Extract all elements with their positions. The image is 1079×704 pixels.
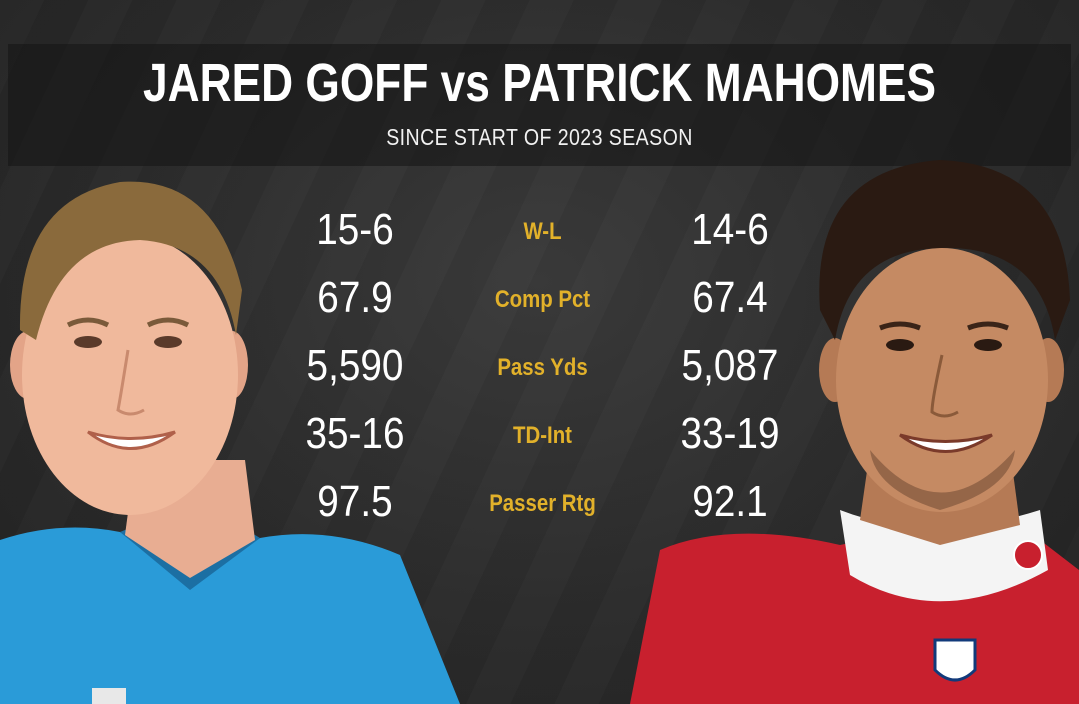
stat-row-passer-rtg: 97.5 Passer Rtg 92.1 (270, 477, 830, 537)
stat-label: Comp Pct (494, 286, 591, 313)
stat-label: TD-Int (513, 422, 572, 449)
stat-right-value: 5,087 (681, 341, 779, 390)
stat-left-value: 67.9 (317, 273, 393, 322)
page-title: JARED GOFF vs PATRICK MAHOMES (142, 53, 936, 113)
stat-right-value: 92.1 (692, 477, 768, 526)
stat-row-wl: 15-6 W-L 14-6 (270, 205, 830, 265)
stat-label: Pass Yds (497, 354, 588, 381)
stat-label: W-L (523, 218, 562, 245)
stat-row-td-int: 35-16 TD-Int 33-19 (270, 409, 830, 469)
stat-right-value: 67.4 (692, 273, 768, 322)
stat-row-pass-yds: 5,590 Pass Yds 5,087 (270, 341, 830, 401)
stat-right-value: 14-6 (691, 205, 769, 254)
title-banner (8, 44, 1071, 166)
page-subtitle: SINCE START OF 2023 SEASON (386, 124, 693, 150)
player-photo-left (0, 181, 460, 704)
stat-right-value: 33-19 (680, 409, 780, 458)
stat-left-value: 5,590 (306, 341, 404, 390)
stat-row-comp-pct: 67.9 Comp Pct 67.4 (270, 273, 830, 333)
stat-label: Passer Rtg (489, 490, 596, 517)
player-photo-right (630, 160, 1079, 704)
stat-left-value: 35-16 (305, 409, 405, 458)
stat-left-value: 15-6 (316, 205, 394, 254)
stat-left-value: 97.5 (317, 477, 393, 526)
